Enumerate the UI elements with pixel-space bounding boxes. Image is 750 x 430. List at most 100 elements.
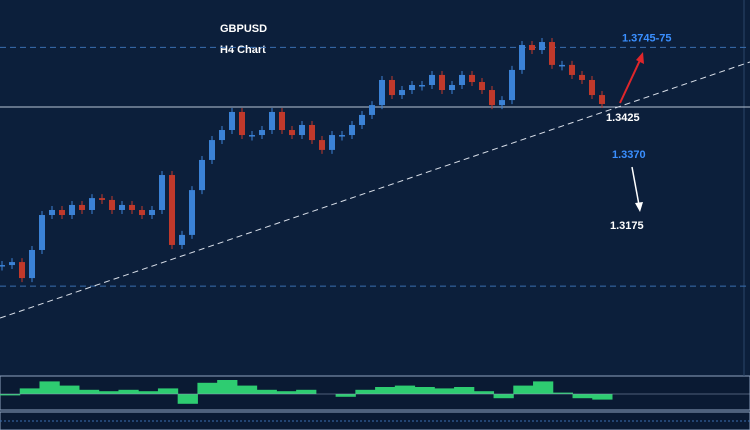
candle-body: [419, 85, 425, 87]
candle-body: [279, 111, 285, 131]
level-label: 1.3425: [606, 112, 640, 124]
candle-body: [349, 124, 355, 136]
candle-body: [29, 249, 35, 279]
oscillator-bar: [78, 389, 100, 394]
candle-body: [329, 135, 335, 150]
candle-body: [599, 95, 605, 104]
oscillator-bar: [217, 380, 238, 394]
chart-title: GBPUSD: [220, 23, 267, 35]
candle-body: [499, 100, 505, 106]
level-label: 1.3745-75: [622, 32, 672, 44]
oscillator-bar: [434, 388, 455, 394]
oscillator-bar: [375, 387, 396, 394]
candle-body: [429, 74, 435, 86]
candle-body: [409, 85, 415, 91]
candle-body: [69, 204, 75, 216]
candle-body: [319, 140, 325, 150]
candle-body: [129, 204, 135, 210]
candle-body: [39, 215, 45, 250]
candle-body: [169, 175, 175, 245]
oscillator-bar: [157, 388, 179, 394]
oscillator-bar: [0, 394, 21, 396]
oscillator-bar: [256, 389, 277, 394]
oscillator-bar: [414, 387, 435, 394]
arrow-up: [619, 57, 642, 104]
oscillator-bar: [335, 394, 356, 397]
arrow-down: [631, 166, 640, 206]
candle-body: [149, 209, 155, 216]
candle-body: [159, 175, 165, 210]
oscillator-bar: [592, 394, 613, 400]
oscillator-bar: [276, 391, 297, 394]
candle-body: [49, 209, 55, 216]
trendline: [0, 61, 750, 319]
candle-body: [299, 124, 305, 136]
oscillator-bar: [572, 394, 593, 399]
annotation: 1.3175: [610, 220, 644, 232]
oscillator-bar: [236, 385, 258, 394]
candle-body: [559, 64, 565, 67]
oscillator-bar: [355, 389, 376, 394]
candle-body: [109, 199, 115, 210]
candle-body: [219, 130, 225, 141]
candle-body: [479, 82, 485, 91]
oscillator-bar: [513, 385, 534, 394]
candle-body: [489, 90, 495, 106]
candle-body: [529, 45, 535, 51]
candle-body: [359, 114, 365, 125]
candle-body: [389, 79, 395, 96]
candle-body: [19, 262, 25, 279]
candle-body: [399, 90, 405, 96]
oscillator-bar: [296, 389, 317, 394]
candle-body: [229, 111, 235, 131]
candle-body: [439, 74, 445, 91]
candle-body: [189, 190, 195, 235]
candle-body: [579, 74, 585, 80]
candle-body: [539, 42, 545, 51]
candle-body: [569, 64, 575, 75]
oscillator-bar: [533, 381, 554, 394]
oscillator-bar: [473, 391, 495, 394]
candle-body: [59, 209, 65, 216]
oscillator-bar: [39, 381, 60, 394]
oscillator-bar: [118, 389, 139, 394]
candle-body: [549, 42, 555, 65]
candle-body: [369, 105, 375, 115]
candle-body: [119, 204, 125, 210]
candle-body: [309, 124, 315, 141]
oscillator-bar: [197, 382, 218, 394]
candle-body: [209, 140, 215, 160]
candle-body: [509, 69, 515, 101]
bottom-panel: [0, 411, 750, 430]
candle-body: [289, 130, 295, 136]
candle-body: [239, 111, 245, 136]
candle-body: [179, 234, 185, 245]
arrow-down-head: [635, 202, 643, 212]
oscillator-bar: [138, 391, 159, 394]
candle-body: [139, 209, 145, 216]
candle-body: [89, 198, 95, 210]
oscillator-bar: [98, 391, 119, 394]
candle-body: [379, 79, 385, 106]
candle-body: [199, 159, 205, 191]
candle-body: [9, 262, 15, 266]
candle-body: [249, 135, 255, 137]
oscillator-bar: [454, 387, 475, 394]
candle-body: [269, 111, 275, 131]
annotation: 1.3370: [612, 149, 646, 161]
candle-body: [79, 204, 85, 210]
candle-body: [519, 45, 525, 70]
oscillator-bar: [552, 392, 574, 394]
candle-body: [449, 85, 455, 91]
oscillator-bar: [177, 394, 198, 404]
candle-body: [339, 135, 345, 137]
oscillator-bar: [59, 385, 80, 394]
arrow-up-head: [636, 52, 644, 64]
candle-body: [589, 79, 595, 96]
oscillator-bar: [493, 394, 514, 399]
candle-body: [0, 265, 5, 267]
candle-body: [259, 130, 265, 136]
candle-body: [99, 198, 105, 200]
